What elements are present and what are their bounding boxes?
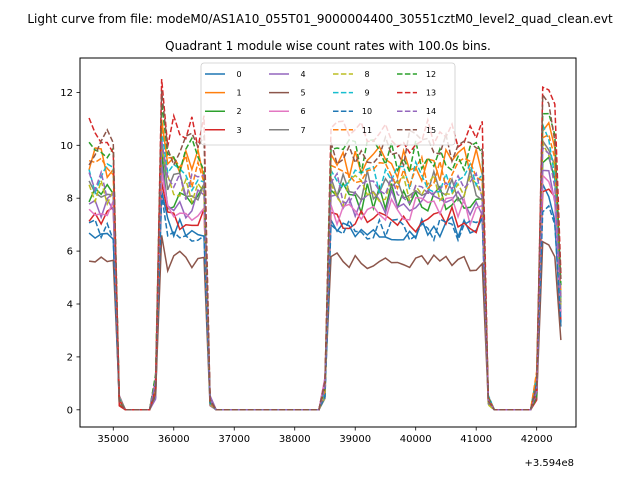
y-tick-label: 10 [60, 141, 73, 152]
plot-area [88, 78, 562, 411]
legend-label-13: 13 [426, 89, 436, 98]
x-tick-label: 42000 [521, 434, 553, 445]
x-tick-label: 39000 [339, 434, 371, 445]
legend-label-1: 1 [236, 89, 241, 98]
x-axis: 35000 36000 37000 38000 39000 40000 41000 42000 [97, 427, 553, 445]
legend-label-6: 6 [300, 107, 305, 116]
legend-label-14: 14 [426, 107, 436, 116]
y-tick-label: 4 [67, 300, 73, 311]
plot-frame [79, 57, 577, 428]
legend-label-12: 12 [426, 70, 436, 79]
y-tick-label: 0 [67, 405, 73, 416]
figure-suptitle: Light curve from file: modeM0/AS1A10_055… [27, 12, 613, 26]
legend-label-10: 10 [362, 107, 372, 116]
series-line-14 [88, 140, 562, 411]
legend-label-0: 0 [236, 70, 241, 79]
series-line-11 [88, 124, 562, 411]
legend-box [200, 62, 456, 146]
x-axis-offset-label: +3.594e8 [524, 458, 574, 469]
legend-label-5: 5 [300, 89, 305, 98]
x-tick-label: 41000 [460, 434, 492, 445]
legend-label-7: 7 [300, 126, 305, 135]
y-tick-label: 8 [67, 194, 73, 205]
legend-label-9: 9 [364, 89, 369, 98]
legend-label-2: 2 [236, 107, 241, 116]
x-tick-label: 38000 [279, 434, 311, 445]
y-axis: 0 2 4 6 8 10 12 [60, 88, 80, 416]
x-tick-label: 37000 [218, 434, 250, 445]
x-tick-label: 36000 [158, 434, 190, 445]
legend-label-15: 15 [426, 126, 436, 135]
legend-label-4: 4 [300, 70, 305, 79]
x-tick-label: 35000 [97, 434, 129, 445]
legend-label-3: 3 [236, 126, 241, 135]
series-line-15 [88, 90, 562, 411]
x-tick-label: 40000 [400, 434, 432, 445]
legend-label-11: 11 [362, 126, 372, 135]
y-tick-label: 6 [67, 247, 73, 258]
y-tick-label: 12 [60, 88, 73, 99]
y-tick-label: 2 [67, 352, 73, 363]
legend-label-8: 8 [364, 70, 369, 79]
chart-title: Quadrant 1 module wise count rates with … [165, 39, 491, 53]
